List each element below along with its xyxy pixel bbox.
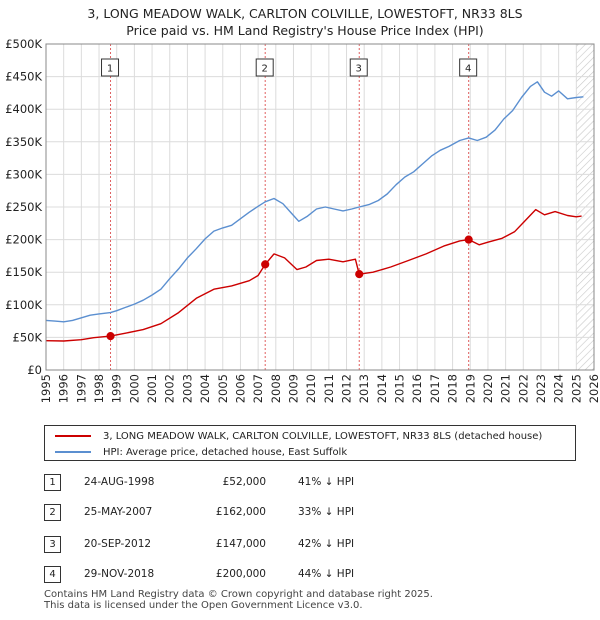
transaction-number-badge: 4	[44, 566, 61, 583]
transaction-point	[261, 260, 270, 269]
y-tick-label: £450K	[5, 70, 42, 84]
x-tick-label: 2003	[180, 374, 194, 403]
legend-label-property: 3, LONG MEADOW WALK, CARLTON COLVILLE, L…	[103, 430, 543, 442]
y-tick-label: £50K	[13, 330, 43, 344]
x-tick-label: 2014	[375, 374, 389, 403]
transaction-price: £162,000	[215, 506, 266, 518]
chart-title-line2: Price paid vs. HM Land Registry's House …	[126, 23, 483, 38]
transaction-marker-label: 2	[262, 64, 268, 75]
transaction-marker-box	[101, 58, 120, 77]
x-tick-label: 2002	[163, 374, 177, 403]
y-tick-label: £250K	[5, 200, 42, 214]
transaction-row: 3 20-SEP-2012 £147,000 42% ↓ HPI	[0, 535, 600, 555]
x-tick-label: 1996	[57, 374, 71, 403]
transaction-hpi-diff: 42% ↓ HPI	[298, 538, 355, 550]
x-tick-label: 1997	[74, 374, 88, 403]
x-tick-label: 2025	[569, 374, 583, 403]
legend-label-hpi: HPI: Average price, detached house, East…	[103, 446, 348, 458]
x-tick-label: 2020	[481, 374, 495, 403]
x-tick-label: 2012	[340, 374, 354, 403]
y-tick-label: £200K	[5, 233, 42, 247]
chart-legend: 3, LONG MEADOW WALK, CARLTON COLVILLE, L…	[44, 425, 576, 461]
transaction-price: £147,000	[215, 538, 266, 550]
y-tick-label: £0	[27, 363, 42, 377]
x-tick-label: 2011	[322, 374, 336, 403]
x-tick-label: 2023	[534, 374, 548, 403]
x-tick-label: 1999	[110, 374, 124, 403]
x-tick-label: 2013	[357, 374, 371, 403]
y-tick-label: £100K	[5, 298, 42, 312]
transaction-date: 20-SEP-2012	[84, 538, 152, 550]
transaction-number-badge: 3	[44, 536, 61, 553]
x-tick-label: 2000	[127, 374, 141, 403]
x-tick-label: 1998	[92, 374, 106, 403]
transaction-number-badge: 1	[44, 474, 61, 491]
x-tick-label: 1995	[39, 374, 53, 403]
transaction-marker-label: 3	[356, 64, 362, 75]
x-tick-label: 2009	[286, 374, 300, 403]
transaction-row: 2 25-MAY-2007 £162,000 33% ↓ HPI	[0, 503, 600, 523]
price-chart: 3, LONG MEADOW WALK, CARLTON COLVILLE, L…	[5, 6, 600, 403]
x-tick-label: 2016	[410, 374, 424, 403]
footer-line-licence: This data is licensed under the Open Gov…	[44, 600, 363, 611]
transaction-marker-box	[459, 58, 478, 77]
y-tick-label: £500K	[5, 37, 42, 51]
transaction-date: 25-MAY-2007	[84, 506, 153, 518]
legend-swatch-property	[55, 435, 91, 437]
transaction-price: £52,000	[222, 476, 266, 488]
transaction-hpi-diff: 33% ↓ HPI	[298, 506, 355, 518]
y-tick-label: £350K	[5, 135, 42, 149]
transaction-row: 4 29-NOV-2018 £200,000 44% ↓ HPI	[0, 565, 600, 585]
transaction-point	[106, 331, 115, 341]
y-tick-label: £400K	[5, 102, 42, 116]
plot-frame	[45, 43, 595, 371]
x-tick-label: 2022	[516, 374, 530, 403]
footer-line-copyright: Contains HM Land Registry data © Crown c…	[44, 589, 433, 600]
transaction-date: 29-NOV-2018	[84, 568, 155, 580]
x-tick-label: 2008	[269, 374, 283, 403]
transaction-point	[355, 270, 364, 279]
x-tick-label: 2019	[463, 374, 477, 403]
transaction-marker-box	[255, 58, 274, 77]
y-tick-label: £300K	[5, 167, 42, 181]
x-tick-label: 2026	[587, 374, 600, 403]
x-tick-label: 2015	[393, 374, 407, 403]
x-tick-label: 2007	[251, 374, 265, 403]
hpi-line	[45, 81, 584, 323]
footer-attribution: Contains HM Land Registry data © Crown c…	[44, 589, 433, 611]
transaction-hpi-diff: 41% ↓ HPI	[298, 476, 355, 488]
x-tick-label: 2001	[145, 374, 159, 403]
x-tick-label: 2021	[499, 374, 513, 403]
x-tick-label: 2006	[233, 374, 247, 403]
legend-entry-hpi: HPI: Average price, detached house, East…	[55, 444, 347, 460]
transaction-marker-label: 4	[465, 64, 471, 75]
x-tick-label: 2004	[198, 374, 212, 403]
transaction-point	[464, 235, 473, 244]
property-price-line	[45, 208, 582, 342]
x-tick-label: 2017	[428, 374, 442, 403]
x-tick-label: 2024	[552, 374, 566, 403]
transaction-date: 24-AUG-1998	[84, 476, 155, 488]
legend-swatch-hpi	[55, 451, 91, 453]
transaction-hpi-diff: 44% ↓ HPI	[298, 568, 355, 580]
y-tick-label: £150K	[5, 265, 42, 279]
transaction-marker-label: 1	[107, 64, 113, 75]
transaction-marker-box	[349, 58, 368, 77]
transaction-price: £200,000	[215, 568, 266, 580]
x-tick-label: 2010	[304, 374, 318, 403]
transaction-row: 1 24-AUG-1998 £52,000 41% ↓ HPI	[0, 473, 600, 493]
transaction-number-badge: 2	[44, 504, 61, 521]
legend-entry-property: 3, LONG MEADOW WALK, CARLTON COLVILLE, L…	[55, 428, 542, 444]
chart-title-line1: 3, LONG MEADOW WALK, CARLTON COLVILLE, L…	[87, 6, 522, 21]
x-tick-label: 2005	[216, 374, 230, 403]
x-tick-label: 2018	[446, 374, 460, 403]
